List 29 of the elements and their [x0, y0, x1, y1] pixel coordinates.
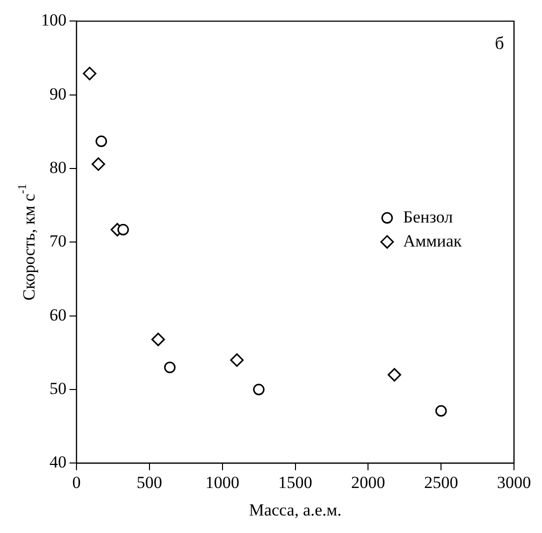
point — [388, 368, 402, 382]
y-tick-label: 50 — [50, 379, 66, 398]
y-tick-label: 70 — [50, 232, 66, 251]
x-tick-label: 500 — [136, 472, 162, 492]
point — [164, 362, 176, 374]
legend-label: Аммиак — [403, 231, 463, 250]
point — [82, 66, 96, 80]
legend-label: Бензол — [403, 207, 454, 226]
y-axis-title: Скорость, км с-1 — [15, 184, 38, 301]
point — [96, 136, 108, 148]
point — [230, 353, 244, 367]
x-axis-title: Масса, а.е.м. — [248, 500, 342, 520]
y-tick-label: 80 — [50, 158, 66, 177]
point — [253, 384, 265, 396]
point — [435, 405, 447, 417]
annotation: б — [494, 32, 504, 53]
x-tick-label: 1500 — [278, 472, 312, 492]
point — [92, 157, 106, 171]
y-tick-label: 90 — [50, 84, 66, 104]
y-tick-label: 100 — [41, 10, 66, 30]
x-tick-label: 3000 — [497, 472, 531, 492]
x-tick-label: 2500 — [424, 472, 458, 492]
x-tick-label: 2000 — [351, 472, 386, 492]
y-tick-label: 60 — [50, 305, 66, 324]
point — [151, 332, 165, 346]
x-tick-label: 0 — [72, 472, 81, 492]
x-tick-label: 1000 — [205, 472, 240, 492]
point — [117, 224, 129, 236]
y-tick-label: 40 — [50, 452, 66, 472]
